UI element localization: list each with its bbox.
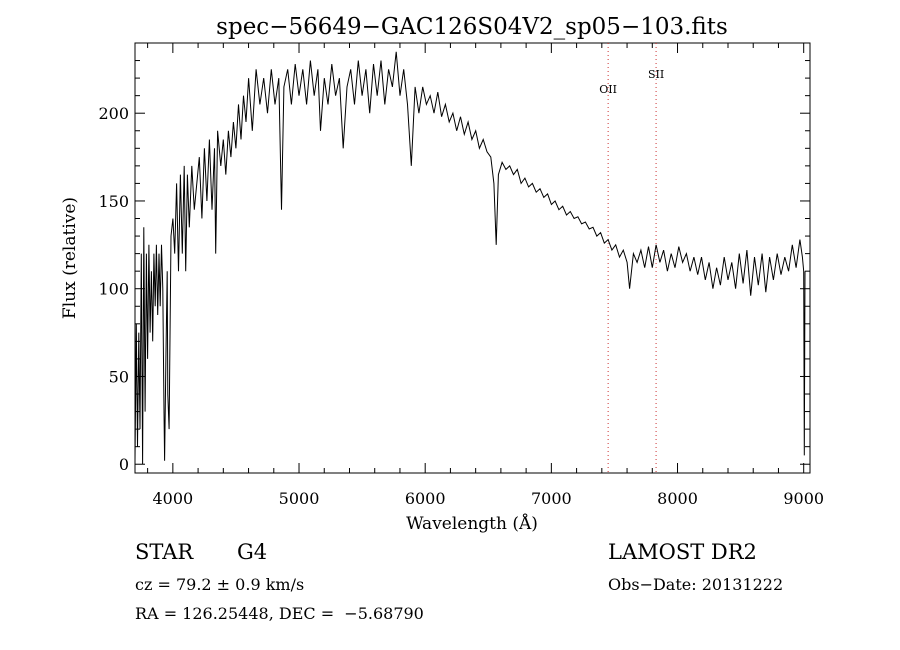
- emission-line-label: OII: [599, 83, 617, 96]
- x-tick-label: 5000: [279, 489, 320, 508]
- survey-name: LAMOST DR2: [608, 540, 757, 564]
- emission-line-markers: OII SII: [599, 43, 664, 473]
- velocity-readout: cz = 79.2 ± 0.9 km/s: [135, 575, 305, 594]
- spectral-subclass: G4: [237, 540, 268, 564]
- axis-ticks: 4000 5000 6000 7000 8000 9000 0 50 100 150 200: [98, 43, 824, 508]
- plot-frame: [134, 42, 811, 474]
- y-axis-label: Flux (relative): [60, 197, 80, 319]
- x-tick-label: 7000: [531, 489, 572, 508]
- object-class: STAR: [135, 540, 194, 564]
- x-tick-label: 4000: [152, 489, 193, 508]
- x-tick-label: 8000: [657, 489, 698, 508]
- x-tick-label: 6000: [405, 489, 446, 508]
- coordinates-readout: RA = 126.25448, DEC = −5.68790: [135, 604, 424, 623]
- emission-line-label: SII: [648, 68, 664, 81]
- chart-title: spec−56649−GAC126S04V2_sp05−103.fits: [216, 14, 728, 40]
- y-tick-label: 100: [98, 280, 129, 299]
- x-axis-label: Wavelength (Å): [406, 513, 538, 534]
- observation-date: Obs−Date: 20131222: [608, 575, 784, 594]
- x-tick-label: 9000: [783, 489, 824, 508]
- spectrum-series-line: [134, 51, 806, 465]
- y-tick-label: 50: [109, 367, 129, 386]
- y-tick-label: 150: [98, 192, 129, 211]
- y-tick-label: 200: [98, 104, 129, 123]
- y-tick-label: 0: [119, 455, 129, 474]
